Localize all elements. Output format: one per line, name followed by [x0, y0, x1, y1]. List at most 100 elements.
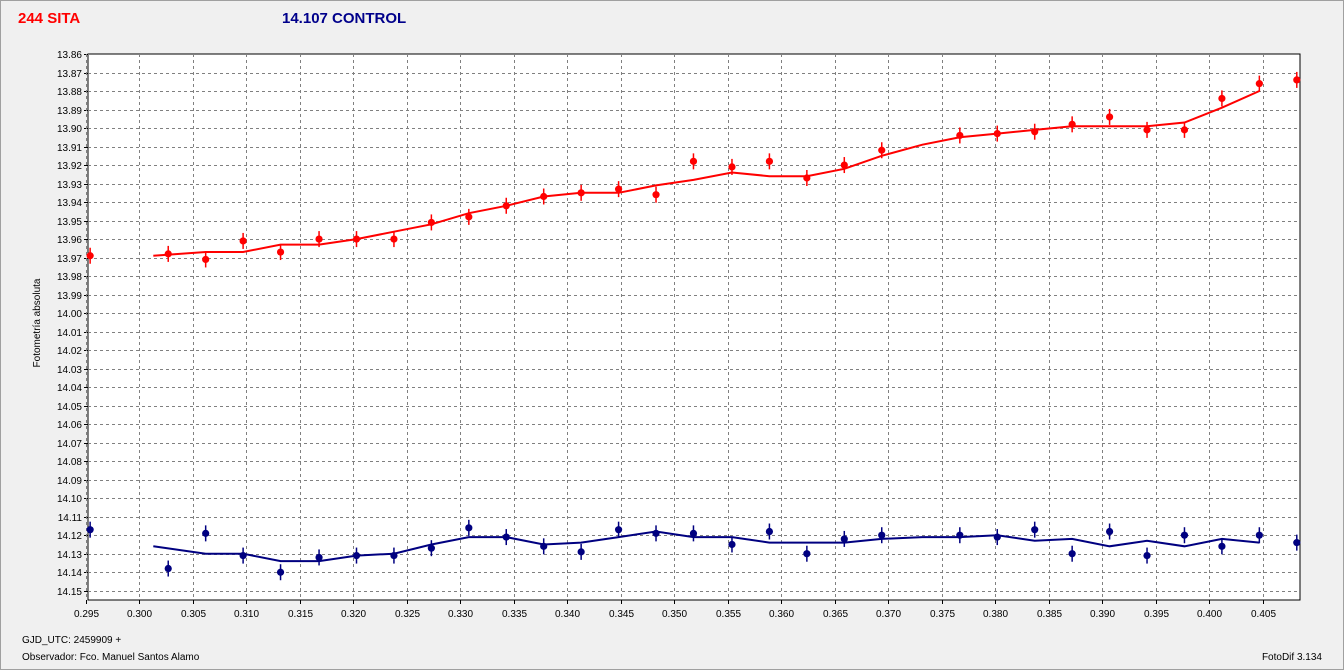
control-point — [1068, 550, 1076, 558]
control-point — [1143, 551, 1151, 560]
control-point — [352, 551, 361, 560]
target-point — [1255, 80, 1263, 88]
target-title: 244 SITA — [18, 10, 81, 27]
control-point — [803, 550, 811, 558]
y-axis-label: Fotometría absoluta — [32, 278, 43, 367]
target-point — [352, 235, 361, 243]
control-point — [1105, 527, 1114, 536]
x-tick-label: 0.405 — [1251, 609, 1276, 620]
target-point — [502, 202, 510, 210]
plot-area — [87, 53, 1301, 601]
target-point — [1031, 128, 1039, 136]
target-fit-line — [153, 90, 1260, 257]
software-label: FotoDif 3.134 — [1261, 652, 1322, 663]
x-tick-label: 0.320 — [341, 609, 366, 620]
target-point — [1218, 94, 1226, 103]
control-point — [427, 544, 435, 552]
x-tick-label: 0.310 — [234, 609, 259, 620]
x-tick-label: 0.385 — [1037, 609, 1062, 620]
target-point — [956, 131, 964, 140]
x-tick-label: 0.395 — [1144, 609, 1169, 620]
x-tick-label: 0.360 — [769, 609, 794, 620]
control-point — [239, 551, 247, 560]
x-tick-label: 0.335 — [502, 609, 527, 620]
control-point — [465, 524, 473, 532]
x-tick-label: 0.390 — [1090, 609, 1115, 620]
x-tick-label: 0.315 — [288, 609, 313, 620]
y-tick-label: 14.09 — [57, 476, 82, 487]
target-point — [315, 235, 323, 243]
target-point — [1293, 76, 1301, 84]
x-tick-label: 0.380 — [983, 609, 1008, 620]
control-point — [315, 553, 323, 562]
x-tick-label: 0.355 — [716, 609, 741, 620]
control-point — [956, 531, 964, 539]
y-tick-label: 14.06 — [57, 420, 82, 431]
target-point — [652, 191, 660, 199]
y-tick-label: 13.95 — [57, 217, 82, 228]
observer-label: Observador: Fco. Manuel Santos Alamo — [22, 652, 200, 663]
target-point — [202, 255, 210, 264]
target-point — [465, 213, 473, 221]
control-point — [689, 529, 698, 537]
gjd-label: GJD_UTC: 2459909 + — [22, 635, 122, 646]
control-point — [614, 526, 623, 534]
y-tick-label: 13.94 — [57, 198, 82, 209]
target-point — [1068, 120, 1076, 128]
target-point — [1105, 113, 1114, 121]
target-point — [164, 250, 172, 258]
y-tick-label: 14.02 — [57, 346, 82, 357]
target-point — [878, 146, 886, 154]
x-tick-label: 0.345 — [609, 609, 634, 620]
y-tick-label: 13.88 — [57, 87, 82, 98]
x-tick-label: 0.350 — [662, 609, 687, 620]
control-point — [390, 551, 398, 560]
y-tick-label: 13.96 — [57, 235, 82, 246]
control-point — [276, 568, 285, 576]
control-point — [993, 533, 1001, 541]
y-tick-label: 14.12 — [57, 531, 82, 542]
y-tick-label: 14.08 — [57, 457, 82, 468]
control-point — [1255, 531, 1263, 539]
y-tick-label: 14.03 — [57, 365, 82, 376]
target-point — [803, 174, 811, 182]
control-point — [540, 542, 548, 550]
y-tick-label: 13.86 — [57, 50, 82, 61]
control-point — [164, 564, 172, 573]
y-tick-label: 13.97 — [57, 254, 82, 265]
target-point — [427, 218, 435, 227]
y-tick-label: 13.93 — [57, 180, 82, 191]
y-tick-label: 14.15 — [57, 587, 82, 598]
target-point — [614, 185, 623, 193]
y-tick-label: 14.10 — [57, 494, 82, 505]
y-tick-label: 14.07 — [57, 439, 82, 450]
y-tick-label: 14.13 — [57, 550, 82, 561]
target-point — [276, 248, 285, 256]
target-point — [86, 252, 94, 260]
x-tick-label: 0.370 — [876, 609, 901, 620]
target-point — [239, 237, 247, 245]
target-point — [540, 192, 548, 201]
control-title: 14.107 CONTROL — [282, 10, 407, 27]
target-point — [689, 157, 698, 165]
x-tick-label: 0.295 — [74, 609, 99, 620]
y-tick-label: 14.04 — [57, 383, 82, 394]
x-tick-label: 0.375 — [930, 609, 955, 620]
target-point — [390, 235, 398, 243]
y-tick-label: 13.89 — [57, 106, 82, 117]
control-point — [878, 531, 886, 539]
control-point — [652, 529, 660, 537]
y-tick-label: 13.87 — [57, 69, 82, 80]
y-tick-label: 14.05 — [57, 402, 82, 413]
y-tick-label: 13.99 — [57, 291, 82, 302]
target-point — [728, 163, 736, 171]
x-tick-label: 0.330 — [448, 609, 473, 620]
x-tick-label: 0.340 — [555, 609, 580, 620]
y-tick-label: 13.98 — [57, 272, 82, 283]
control-point — [728, 540, 736, 549]
control-point — [1293, 539, 1301, 547]
y-tick-label: 13.92 — [57, 161, 82, 172]
target-point — [993, 129, 1001, 138]
y-tick-label: 13.90 — [57, 124, 82, 135]
